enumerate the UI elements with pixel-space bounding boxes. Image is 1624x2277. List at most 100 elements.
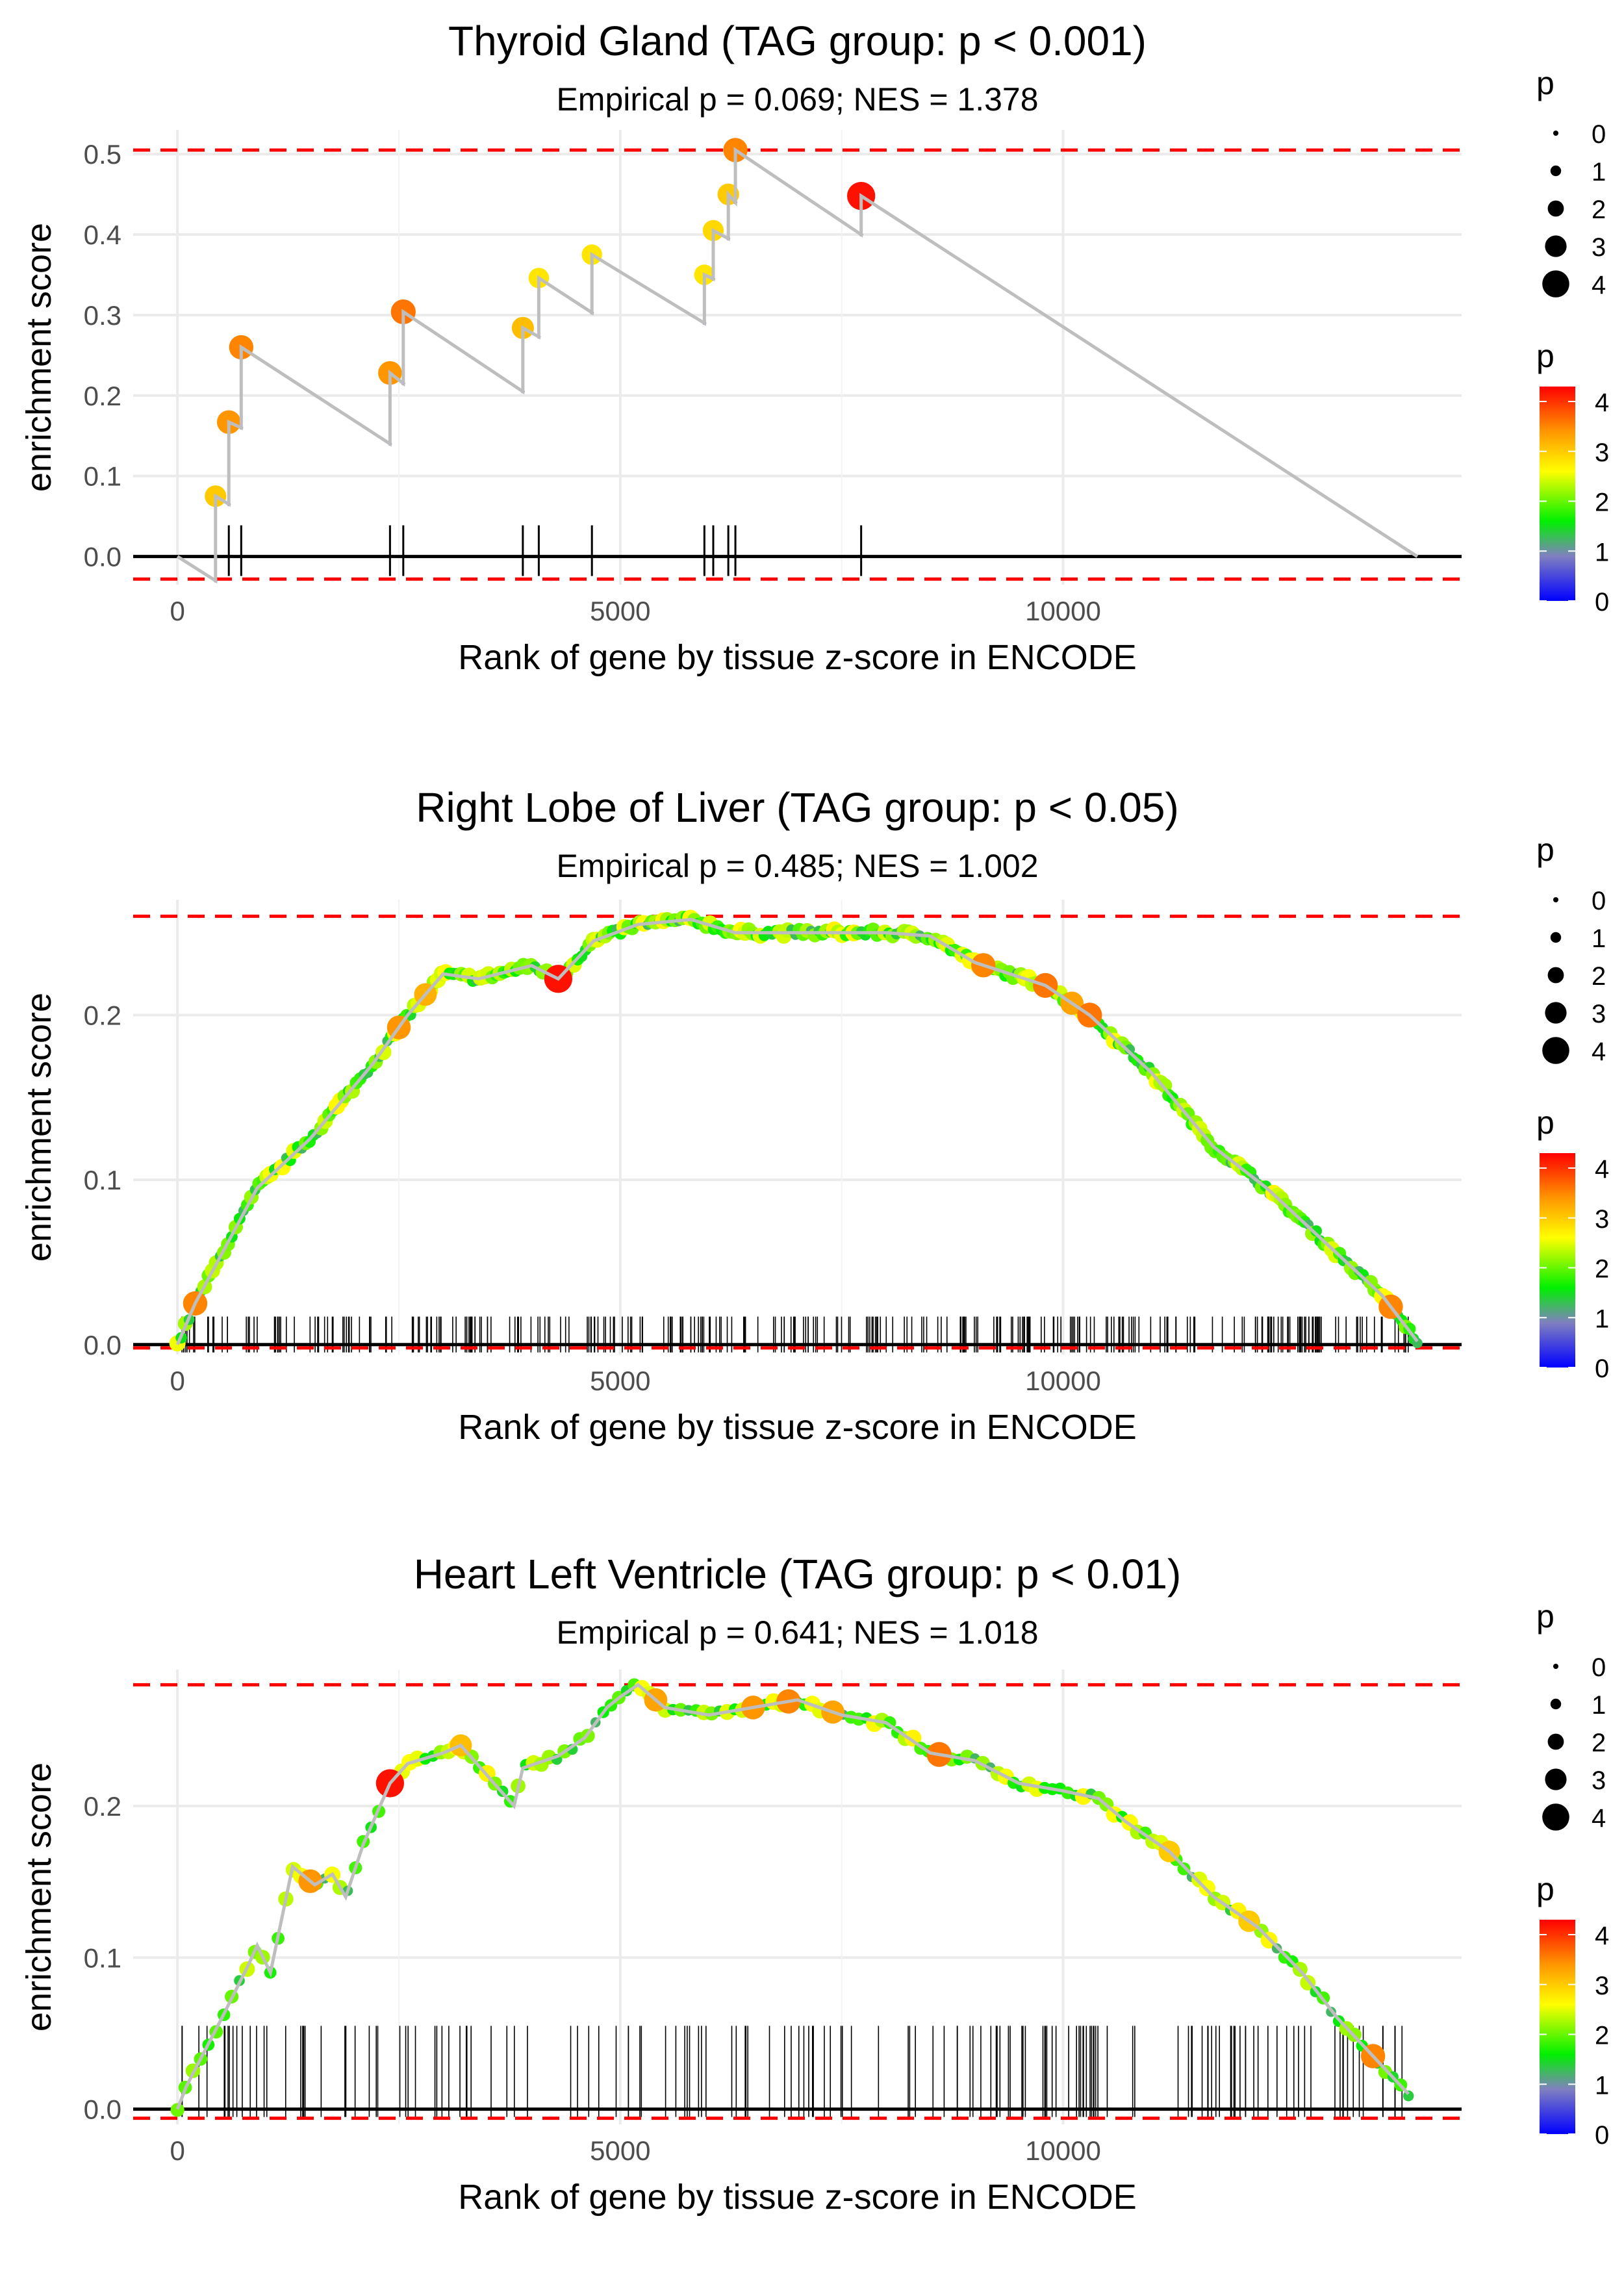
size-legend-label: 2 — [1592, 196, 1606, 224]
color-legend-bar — [1540, 1920, 1575, 2134]
size-legend-label: 3 — [1592, 233, 1606, 262]
x-tick-label: 10000 — [1025, 2135, 1101, 2166]
color-legend-label: 0 — [1595, 588, 1609, 617]
size-legend-dot — [1550, 165, 1562, 177]
size-legend-dot — [1542, 1803, 1569, 1831]
size-legend-label: 0 — [1592, 1653, 1606, 1682]
x-tick-label: 10000 — [1025, 1366, 1101, 1396]
chart-subtitle: Empirical p = 0.641; NES = 1.018 — [556, 1614, 1038, 1651]
color-legend-label: 4 — [1595, 1922, 1609, 1950]
color-legend-label: 1 — [1595, 538, 1609, 566]
color-legend-label: 3 — [1595, 439, 1609, 467]
y-tick-label: 0.4 — [84, 220, 121, 250]
y-tick-label: 0.0 — [84, 2094, 121, 2125]
size-legend-dot — [1542, 270, 1569, 298]
y-tick-label: 0.1 — [84, 1165, 121, 1195]
y-tick-label: 0.5 — [84, 139, 121, 170]
size-legend-title: p — [1536, 832, 1554, 868]
size-legend-label: 1 — [1592, 924, 1606, 953]
x-tick-label: 5000 — [590, 2135, 650, 2166]
size-legend-title: p — [1536, 65, 1554, 101]
color-legend-label: 2 — [1595, 489, 1609, 517]
y-tick-label: 0.1 — [84, 1942, 121, 1973]
color-legend-label: 1 — [1595, 2071, 1609, 2100]
y-tick-label: 0.3 — [84, 300, 121, 331]
size-legend-title: p — [1536, 1598, 1554, 1635]
data-point — [1310, 1225, 1323, 1237]
data-points — [169, 910, 1423, 1352]
size-legend-label: 4 — [1592, 1804, 1606, 1833]
gridlines — [133, 1670, 1462, 2124]
size-legend-label: 0 — [1592, 120, 1606, 149]
legend: p 0 1 2 3 4 p 0 1 2 3 4 — [1536, 832, 1609, 1383]
y-axis-label: enrichment score — [19, 1762, 58, 2031]
x-tick-label: 0 — [170, 2135, 184, 2166]
size-legend-label: 2 — [1592, 1729, 1606, 1757]
data-points — [205, 138, 876, 583]
enrichment-curve — [175, 917, 1419, 1345]
rug-marks — [214, 525, 863, 576]
y-tick-label: 0.2 — [84, 1791, 121, 1822]
enrichment-curve — [176, 147, 1419, 584]
panel-2: Right Lobe of Liver (TAG group: p < 0.05… — [19, 784, 1609, 1447]
color-legend-bar — [1540, 387, 1575, 601]
y-axis-label: enrichment score — [19, 223, 58, 492]
y-tick-label: 0.2 — [84, 1000, 121, 1031]
size-legend-dot — [1547, 1733, 1564, 1750]
color-legend-title: p — [1536, 338, 1554, 374]
size-legend-dot — [1545, 1002, 1567, 1024]
size-legend-label: 4 — [1592, 1037, 1606, 1066]
chart-title: Right Lobe of Liver (TAG group: p < 0.05… — [416, 784, 1179, 831]
size-legend-label: 3 — [1592, 1000, 1606, 1028]
color-legend-label: 1 — [1595, 1304, 1609, 1333]
x-tick-label: 0 — [170, 596, 184, 626]
color-legend-label: 4 — [1595, 388, 1609, 417]
size-legend-dot — [1550, 1698, 1562, 1710]
color-legend-label: 3 — [1595, 1205, 1609, 1234]
x-axis-label: Rank of gene by tissue z-score in ENCODE — [458, 638, 1136, 677]
size-legend-label: 0 — [1592, 887, 1606, 915]
panel-3: Heart Left Ventricle (TAG group: p < 0.0… — [19, 1551, 1609, 2217]
size-legend-dot — [1553, 1664, 1558, 1669]
gridlines — [133, 900, 1462, 1355]
color-legend-title: p — [1536, 1871, 1554, 1907]
size-legend-dot — [1542, 1037, 1569, 1064]
color-legend-label: 4 — [1595, 1155, 1609, 1184]
legend: p 0 1 2 3 4 p 0 1 2 3 4 — [1536, 1598, 1609, 2150]
enrichment-curve — [175, 1683, 1410, 2110]
color-legend-title: p — [1536, 1104, 1554, 1141]
legend: p 0 1 2 3 4 p 0 1 2 3 4 — [1536, 65, 1609, 617]
size-legend-dot — [1547, 967, 1564, 984]
color-legend-label: 3 — [1595, 1972, 1609, 2000]
color-legend-label: 0 — [1595, 1355, 1609, 1383]
y-axis-label: enrichment score — [19, 993, 58, 1262]
y-tick-label: 0.0 — [84, 542, 121, 572]
color-legend-label: 2 — [1595, 2022, 1609, 2050]
x-tick-label: 5000 — [590, 596, 650, 626]
size-legend-dot — [1553, 131, 1558, 136]
gridlines — [133, 130, 1462, 585]
size-legend-label: 1 — [1592, 1691, 1606, 1720]
x-tick-label: 5000 — [590, 1366, 650, 1396]
rug-marks — [181, 2026, 1403, 2117]
chart-subtitle: Empirical p = 0.485; NES = 1.002 — [556, 848, 1038, 884]
size-legend-dot — [1545, 235, 1567, 257]
y-tick-label: 0.2 — [84, 381, 121, 411]
size-legend-label: 2 — [1592, 962, 1606, 991]
data-points — [170, 1678, 1414, 2117]
color-legend-bar — [1540, 1153, 1575, 1367]
color-legend-label: 2 — [1595, 1255, 1609, 1284]
size-legend-label: 4 — [1592, 271, 1606, 299]
size-legend-label: 1 — [1592, 158, 1606, 186]
panel-1: Thyroid Gland (TAG group: p < 0.001) Empi… — [19, 18, 1609, 677]
x-axis-label: Rank of gene by tissue z-score in ENCODE — [458, 1408, 1136, 1447]
size-legend-dot — [1545, 1768, 1567, 1790]
size-legend-dot — [1550, 932, 1562, 943]
chart-title: Heart Left Ventricle (TAG group: p < 0.0… — [414, 1551, 1182, 1597]
color-legend-label: 0 — [1595, 2121, 1609, 2150]
chart-subtitle: Empirical p = 0.069; NES = 1.378 — [556, 81, 1038, 118]
size-legend-label: 3 — [1592, 1766, 1606, 1795]
size-legend-dot — [1547, 200, 1564, 217]
